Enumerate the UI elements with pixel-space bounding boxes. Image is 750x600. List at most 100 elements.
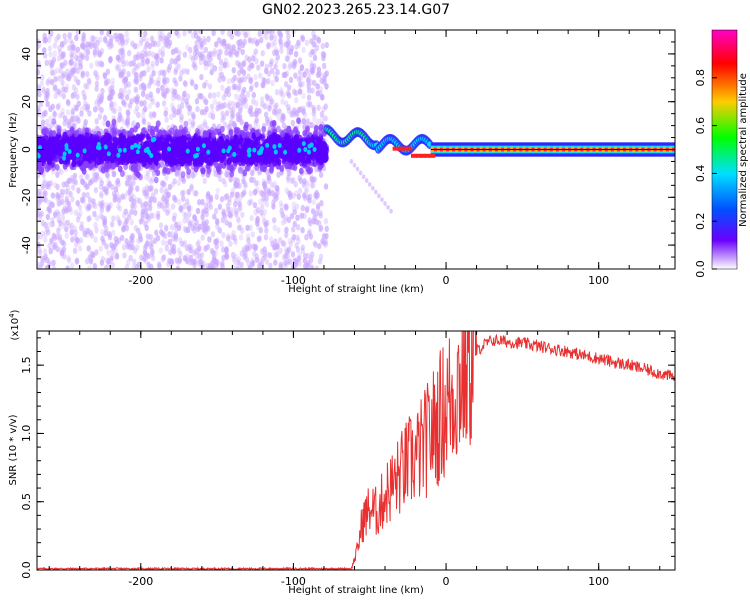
noise-blob <box>193 83 199 91</box>
noise-blob <box>42 47 47 54</box>
noise-blob <box>224 171 229 178</box>
noise-blob <box>233 180 238 188</box>
noise-blob <box>266 42 271 50</box>
noise-blob <box>236 217 241 224</box>
noise-blob <box>320 42 325 50</box>
band-blob <box>238 167 243 174</box>
noise-blob <box>177 198 182 206</box>
noise-blob <box>236 115 241 123</box>
noise-blob <box>98 191 104 198</box>
noise-blob <box>218 65 223 72</box>
noise-blob <box>69 229 74 236</box>
noise-blob <box>242 38 247 46</box>
noise-blob <box>155 101 160 108</box>
noise-blob <box>100 235 105 242</box>
band-peak <box>135 149 140 155</box>
noise-blob <box>132 77 138 85</box>
noise-blob <box>263 78 268 85</box>
noise-blob <box>72 172 78 180</box>
noise-blob <box>304 39 310 47</box>
noise-blob <box>135 185 140 192</box>
noise-blob <box>292 220 297 228</box>
noise-blob <box>189 183 194 190</box>
noise-blob <box>64 205 70 213</box>
band-blob <box>51 130 57 137</box>
noise-blob <box>178 236 183 244</box>
noise-blob <box>60 249 65 256</box>
noise-blob <box>206 35 211 43</box>
noise-blob <box>272 243 277 251</box>
band-blob <box>261 125 267 133</box>
noise-blob <box>55 103 61 111</box>
noise-blob <box>138 40 144 47</box>
noise-blob <box>235 216 241 223</box>
noise-blob <box>129 98 134 105</box>
noise-blob <box>110 77 116 84</box>
noise-blob <box>123 76 129 83</box>
band-blob <box>168 151 174 158</box>
band-peak <box>227 145 232 151</box>
noise-blob <box>169 224 175 231</box>
noise-blob <box>60 239 65 246</box>
noise-blob <box>309 251 315 258</box>
noise-blob <box>169 57 174 65</box>
noise-blob <box>128 195 133 203</box>
band-blob <box>275 134 281 142</box>
noise-blob <box>55 67 60 74</box>
band-blob <box>74 160 80 168</box>
noise-blob <box>256 235 261 243</box>
noise-blob <box>251 98 256 105</box>
noise-blob <box>149 244 154 251</box>
noise-blob <box>260 50 265 57</box>
noise-blob <box>268 236 274 243</box>
noise-blob <box>300 34 305 41</box>
noise-blob <box>162 181 167 188</box>
noise-blob <box>43 190 48 197</box>
noise-blob <box>92 172 98 179</box>
noise-blob <box>295 110 300 117</box>
noise-blob <box>163 197 168 204</box>
noise-blob <box>249 83 255 91</box>
noise-blob <box>144 173 149 181</box>
noise-blob <box>156 80 161 87</box>
noise-blob <box>93 202 98 210</box>
noise-blob <box>265 95 271 102</box>
noise-blob <box>281 71 287 79</box>
noise-blob <box>70 184 76 191</box>
noise-blob <box>268 95 273 102</box>
noise-blob <box>87 196 93 204</box>
noise-blob <box>150 192 156 199</box>
noise-blob <box>78 59 83 66</box>
noise-blob <box>283 100 289 107</box>
noise-blob <box>112 196 117 203</box>
noise-blob <box>145 170 151 177</box>
streak-blob <box>361 174 366 180</box>
noise-blob <box>262 103 267 110</box>
noise-blob <box>247 56 252 63</box>
noise-blob <box>143 208 149 215</box>
noise-blob <box>288 61 293 69</box>
band-blob <box>271 120 277 127</box>
noise-blob <box>227 123 232 130</box>
noise-blob <box>258 227 263 234</box>
noise-blob <box>156 261 162 268</box>
noise-blob <box>203 59 208 67</box>
noise-blob <box>47 221 52 229</box>
noise-blob <box>64 207 69 214</box>
noise-blob <box>194 98 200 105</box>
noise-blob <box>80 225 86 233</box>
noise-blob <box>230 110 235 117</box>
noise-blob <box>275 185 280 192</box>
noise-blob <box>164 225 169 232</box>
noise-blob <box>176 32 181 39</box>
band-peak <box>193 153 198 159</box>
noise-blob <box>50 103 56 110</box>
noise-blob <box>236 224 242 231</box>
noise-blob <box>255 220 260 227</box>
noise-blob <box>119 234 125 242</box>
noise-blob <box>49 69 55 76</box>
noise-blob <box>277 30 283 37</box>
band-blob <box>229 170 235 178</box>
noise-blob <box>86 245 91 252</box>
noise-blob <box>137 30 143 38</box>
